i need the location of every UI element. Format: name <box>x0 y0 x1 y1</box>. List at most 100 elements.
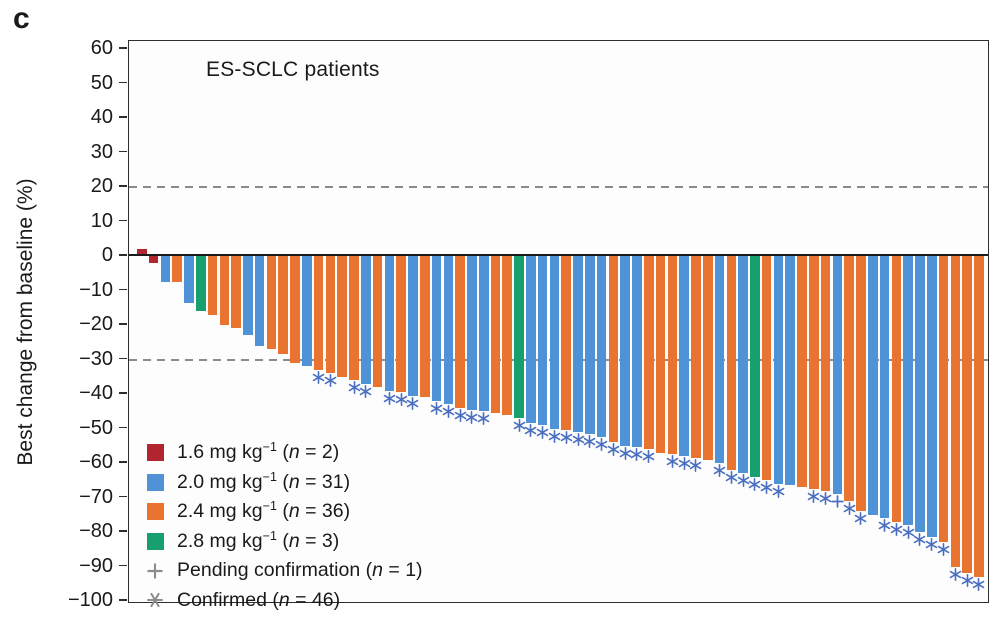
y-tick-label: −30 <box>79 347 113 370</box>
bar <box>856 256 866 512</box>
legend-label: Pending confirmation (n = 1) <box>177 559 423 582</box>
panel-label: c <box>13 2 30 35</box>
bar <box>526 256 536 424</box>
y-tick-label: 10 <box>90 209 113 232</box>
bar <box>750 256 760 477</box>
bar <box>561 256 572 431</box>
y-tick-label: 50 <box>90 71 113 94</box>
legend-row: 1.6 mg kg−1 (n = 2) <box>146 438 423 468</box>
confirmed-marker <box>348 381 361 395</box>
y-tick-label: −10 <box>79 278 113 301</box>
confirmed-marker <box>961 574 974 588</box>
bar <box>349 256 359 381</box>
y-tick <box>119 426 127 429</box>
bar <box>738 256 748 474</box>
bar <box>443 256 454 405</box>
confirmed-marker <box>406 396 419 410</box>
bar <box>632 256 642 448</box>
bar <box>950 256 961 567</box>
bar <box>325 256 336 374</box>
bar <box>431 256 442 401</box>
confirmed-marker <box>324 374 337 388</box>
legend-label: 2.8 mg kg−1 (n = 3) <box>177 528 340 552</box>
bar <box>408 256 418 396</box>
y-tick-label: −40 <box>79 382 113 404</box>
legend-label: 1.6 mg kg−1 (n = 2) <box>177 440 340 464</box>
bar <box>313 256 324 370</box>
legend: 1.6 mg kg−1 (n = 2) 2.0 mg kg−1 (n = 31) 2… <box>146 438 423 615</box>
legend-swatch <box>146 532 164 550</box>
y-tick <box>119 392 127 394</box>
bar <box>608 256 619 443</box>
zero-axis-line <box>129 253 988 256</box>
confirmed-marker <box>689 458 702 472</box>
y-tick <box>119 116 127 118</box>
bar <box>396 256 406 393</box>
confirmed-marker <box>359 384 372 398</box>
legend-label: Confirmed (n = 46) <box>177 588 341 611</box>
bar <box>478 256 489 412</box>
confirmed-marker <box>843 501 856 515</box>
bar <box>773 256 784 484</box>
y-tick <box>119 150 127 153</box>
confirmed-marker <box>972 577 985 591</box>
bar <box>502 256 513 415</box>
bar <box>195 256 206 312</box>
bar <box>844 256 854 501</box>
confirmed-marker <box>572 432 585 446</box>
y-tick <box>119 219 127 222</box>
bar <box>266 256 277 350</box>
bar <box>231 256 241 329</box>
y-tick-label: −90 <box>79 554 113 577</box>
y-tick-label: 20 <box>90 175 113 197</box>
confirmed-marker <box>383 391 396 405</box>
dose-color-swatch <box>146 532 164 550</box>
y-tick-label: −70 <box>79 485 113 508</box>
confirmed-marker <box>725 470 738 484</box>
bar <box>832 256 843 495</box>
confirmed-marker <box>878 519 891 533</box>
plus-icon <box>146 562 164 580</box>
confirmed-marker <box>619 446 632 460</box>
bar <box>372 256 383 388</box>
confirmed-marker <box>737 474 750 488</box>
confirmed-marker <box>748 477 761 491</box>
confirmed-marker <box>949 567 962 581</box>
plot-title: ES-SCLC patients <box>206 58 380 81</box>
y-tick <box>119 530 127 532</box>
y-tick <box>119 288 127 291</box>
bar <box>620 256 630 446</box>
y-tick <box>119 47 127 49</box>
confirmed-marker <box>442 405 455 419</box>
confirmed-marker <box>642 450 655 464</box>
y-tick <box>119 254 127 256</box>
confirmed-marker <box>312 370 325 384</box>
bar <box>679 256 689 457</box>
bar <box>514 256 524 419</box>
y-tick-label: 40 <box>90 106 113 128</box>
bar <box>962 256 972 574</box>
bar <box>761 256 772 481</box>
bar <box>549 256 560 429</box>
bar <box>148 256 159 263</box>
y-tick <box>119 185 127 187</box>
dose-color-swatch <box>146 503 164 521</box>
bar <box>691 256 701 458</box>
confirmed-marker <box>630 448 643 462</box>
legend-row: Confirmed (n = 46) <box>146 586 423 616</box>
confirmed-marker <box>807 489 820 503</box>
asterisk-icon <box>146 591 164 609</box>
bar <box>903 256 913 526</box>
confirmed-marker <box>937 543 950 557</box>
bar <box>891 256 902 522</box>
legend-label: 2.4 mg kg−1 (n = 36) <box>177 499 351 523</box>
bar <box>172 256 182 282</box>
y-tick-label: −50 <box>79 416 113 439</box>
bar <box>926 256 937 538</box>
y-tick <box>119 323 127 325</box>
confirmed-marker <box>913 533 926 546</box>
bar <box>974 256 984 577</box>
bar <box>467 256 477 410</box>
reference-line <box>129 186 988 188</box>
